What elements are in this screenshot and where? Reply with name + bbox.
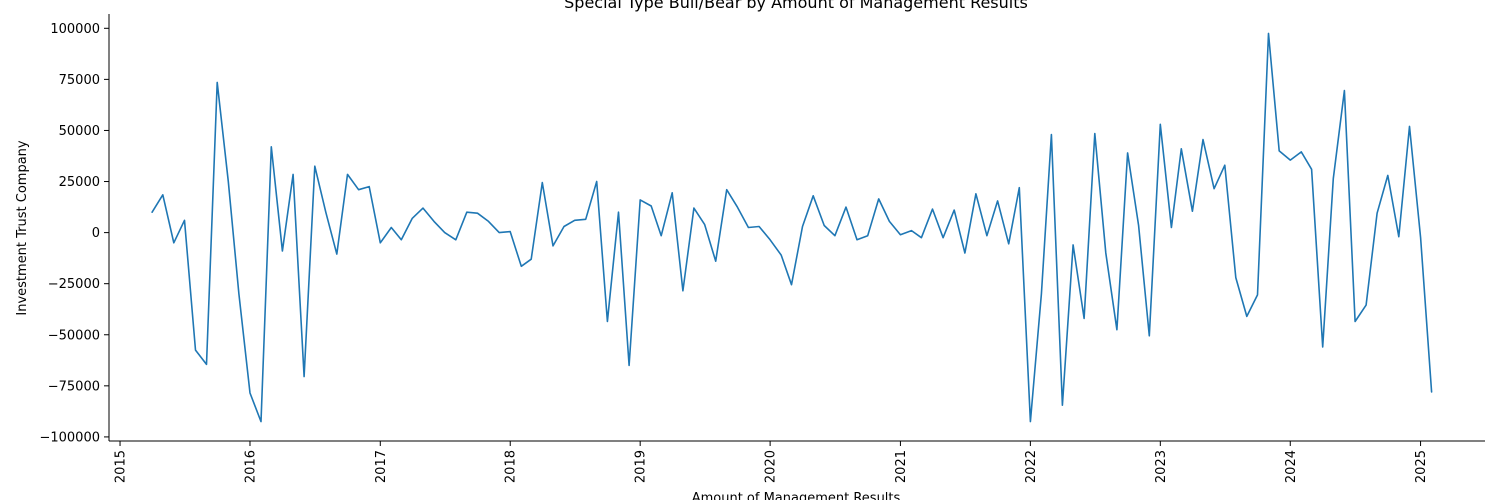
x-axis-title: Amount of Management Results xyxy=(692,491,901,500)
x-tick-label: 2015 xyxy=(114,450,129,483)
x-tick-label: 2018 xyxy=(504,450,519,483)
x-tick-label: 2024 xyxy=(1284,450,1299,483)
x-tick-label: 2023 xyxy=(1154,450,1169,483)
x-tick-label: 2021 xyxy=(894,450,909,483)
y-axis-title: Investment Trust Company xyxy=(15,140,30,316)
y-axis-ticks: 100000 75000 50000 25000 0 −25000 −50000 −75000… xyxy=(39,22,109,445)
y-tick-label: −50000 xyxy=(48,328,100,343)
series-line xyxy=(151,32,1433,423)
y-tick-label: −100000 xyxy=(39,430,100,445)
x-tick-label: 2016 xyxy=(243,450,258,483)
y-tick-label: 0 xyxy=(92,226,100,241)
x-tick-label: 2019 xyxy=(634,450,649,483)
x-tick-label: 2020 xyxy=(764,450,779,483)
x-tick-label: 2022 xyxy=(1024,450,1039,483)
chart-title: Special Type Bull/Bear by Amount of Mana… xyxy=(564,0,1028,12)
y-tick-label: 25000 xyxy=(59,175,100,190)
x-tick-label: 2025 xyxy=(1414,450,1429,483)
x-tick-label: 2017 xyxy=(374,450,389,483)
y-tick-label: 100000 xyxy=(50,22,100,37)
x-axis-ticks: 2015 2016 2017 2018 2019 2020 2021 2022 2023 2024… xyxy=(114,441,1429,483)
y-tick-label: −75000 xyxy=(48,379,100,394)
y-tick-label: 75000 xyxy=(59,73,100,88)
y-tick-label: −25000 xyxy=(48,277,100,292)
y-tick-label: 50000 xyxy=(59,124,100,139)
